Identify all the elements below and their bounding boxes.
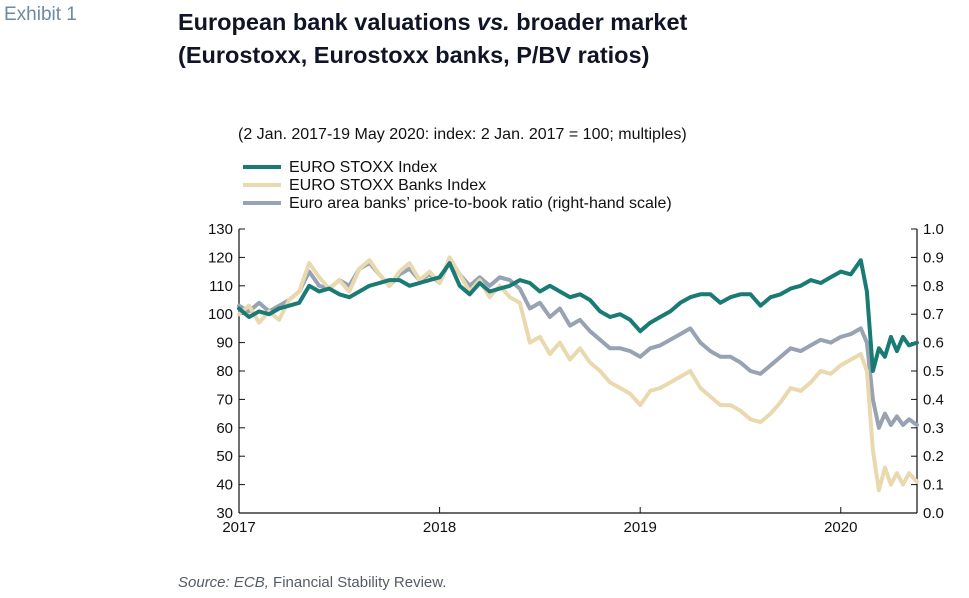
y-tick-label-right: 0.6	[923, 335, 944, 352]
chart-title-line-2: (Eurostoxx, Eurostoxx banks, P/BV ratios…	[178, 42, 650, 68]
x-tick-label: 2018	[423, 519, 456, 536]
legend-item-banks: EURO STOXX Banks Index	[243, 176, 672, 194]
legend: EURO STOXX Index EURO STOXX Banks Index …	[243, 158, 672, 212]
y-tick-label-right: 0.2	[923, 448, 944, 465]
y-tick-label-left: 50	[216, 448, 233, 465]
x-tick-label: 2020	[824, 519, 857, 536]
y-tick-label-right: 1.0	[923, 221, 944, 238]
chart-title-line-1: European bank valuations vs. broader mar…	[178, 6, 687, 39]
y-tick-label-right: 0.4	[923, 391, 944, 408]
source-lead: Source: ECB,	[178, 574, 269, 591]
title-part-c: broader market	[509, 9, 688, 35]
y-tick-label-right: 0.3	[923, 420, 944, 437]
legend-label-banks: EURO STOXX Banks Index	[289, 176, 487, 194]
chart-subtitle: (2 Jan. 2017-19 May 2020: index: 2 Jan. …	[238, 126, 687, 143]
x-tick-label: 2017	[222, 519, 255, 536]
legend-item-euro-stoxx: EURO STOXX Index	[243, 158, 672, 176]
chart-title: European bank valuations vs. broader mar…	[178, 6, 687, 72]
legend-swatch-ptb	[243, 201, 281, 205]
source-note: Source: ECB, Financial Stability Review.	[178, 574, 446, 591]
y-tick-label-left: 70	[216, 391, 233, 408]
y-tick-label-left: 60	[216, 420, 233, 437]
legend-label-ptb: Euro area banks’ price-to-book ratio (ri…	[289, 194, 672, 212]
legend-swatch-euro-stoxx	[243, 165, 281, 169]
y-tick-label-right: 0.1	[923, 477, 944, 494]
legend-swatch-banks	[243, 183, 281, 187]
y-tick-label-right: 0.8	[923, 278, 944, 295]
y-tick-label-right: 0.7	[923, 306, 944, 323]
legend-label-euro-stoxx: EURO STOXX Index	[289, 158, 438, 176]
y-tick-label-right: 0.5	[923, 363, 944, 380]
source-rest: Financial Stability Review.	[268, 574, 447, 591]
exhibit-label: Exhibit 1	[4, 4, 77, 25]
y-tick-label-right: 0.9	[923, 249, 944, 266]
y-tick-label-left: 90	[216, 335, 233, 352]
title-part-vs: vs.	[477, 9, 510, 35]
y-tick-label-left: 80	[216, 363, 233, 380]
title-part-a: European bank valuations	[178, 9, 478, 35]
y-tick-label-left: 30	[216, 505, 233, 522]
y-tick-label-left: 100	[208, 306, 233, 323]
series-line-euro-stoxx	[237, 258, 919, 373]
series-line-ptb-ratio	[237, 258, 919, 430]
y-tick-label-left: 120	[208, 249, 233, 266]
y-tick-label-left: 130	[208, 221, 233, 238]
y-tick-label-left: 40	[216, 477, 233, 494]
y-tick-label-left: 110	[209, 278, 233, 295]
legend-item-ptb: Euro area banks’ price-to-book ratio (ri…	[243, 194, 672, 212]
y-tick-label-right: 0.0	[923, 505, 944, 522]
x-tick-label: 2019	[623, 519, 656, 536]
series-line-euro-stoxx-banks	[237, 255, 919, 493]
